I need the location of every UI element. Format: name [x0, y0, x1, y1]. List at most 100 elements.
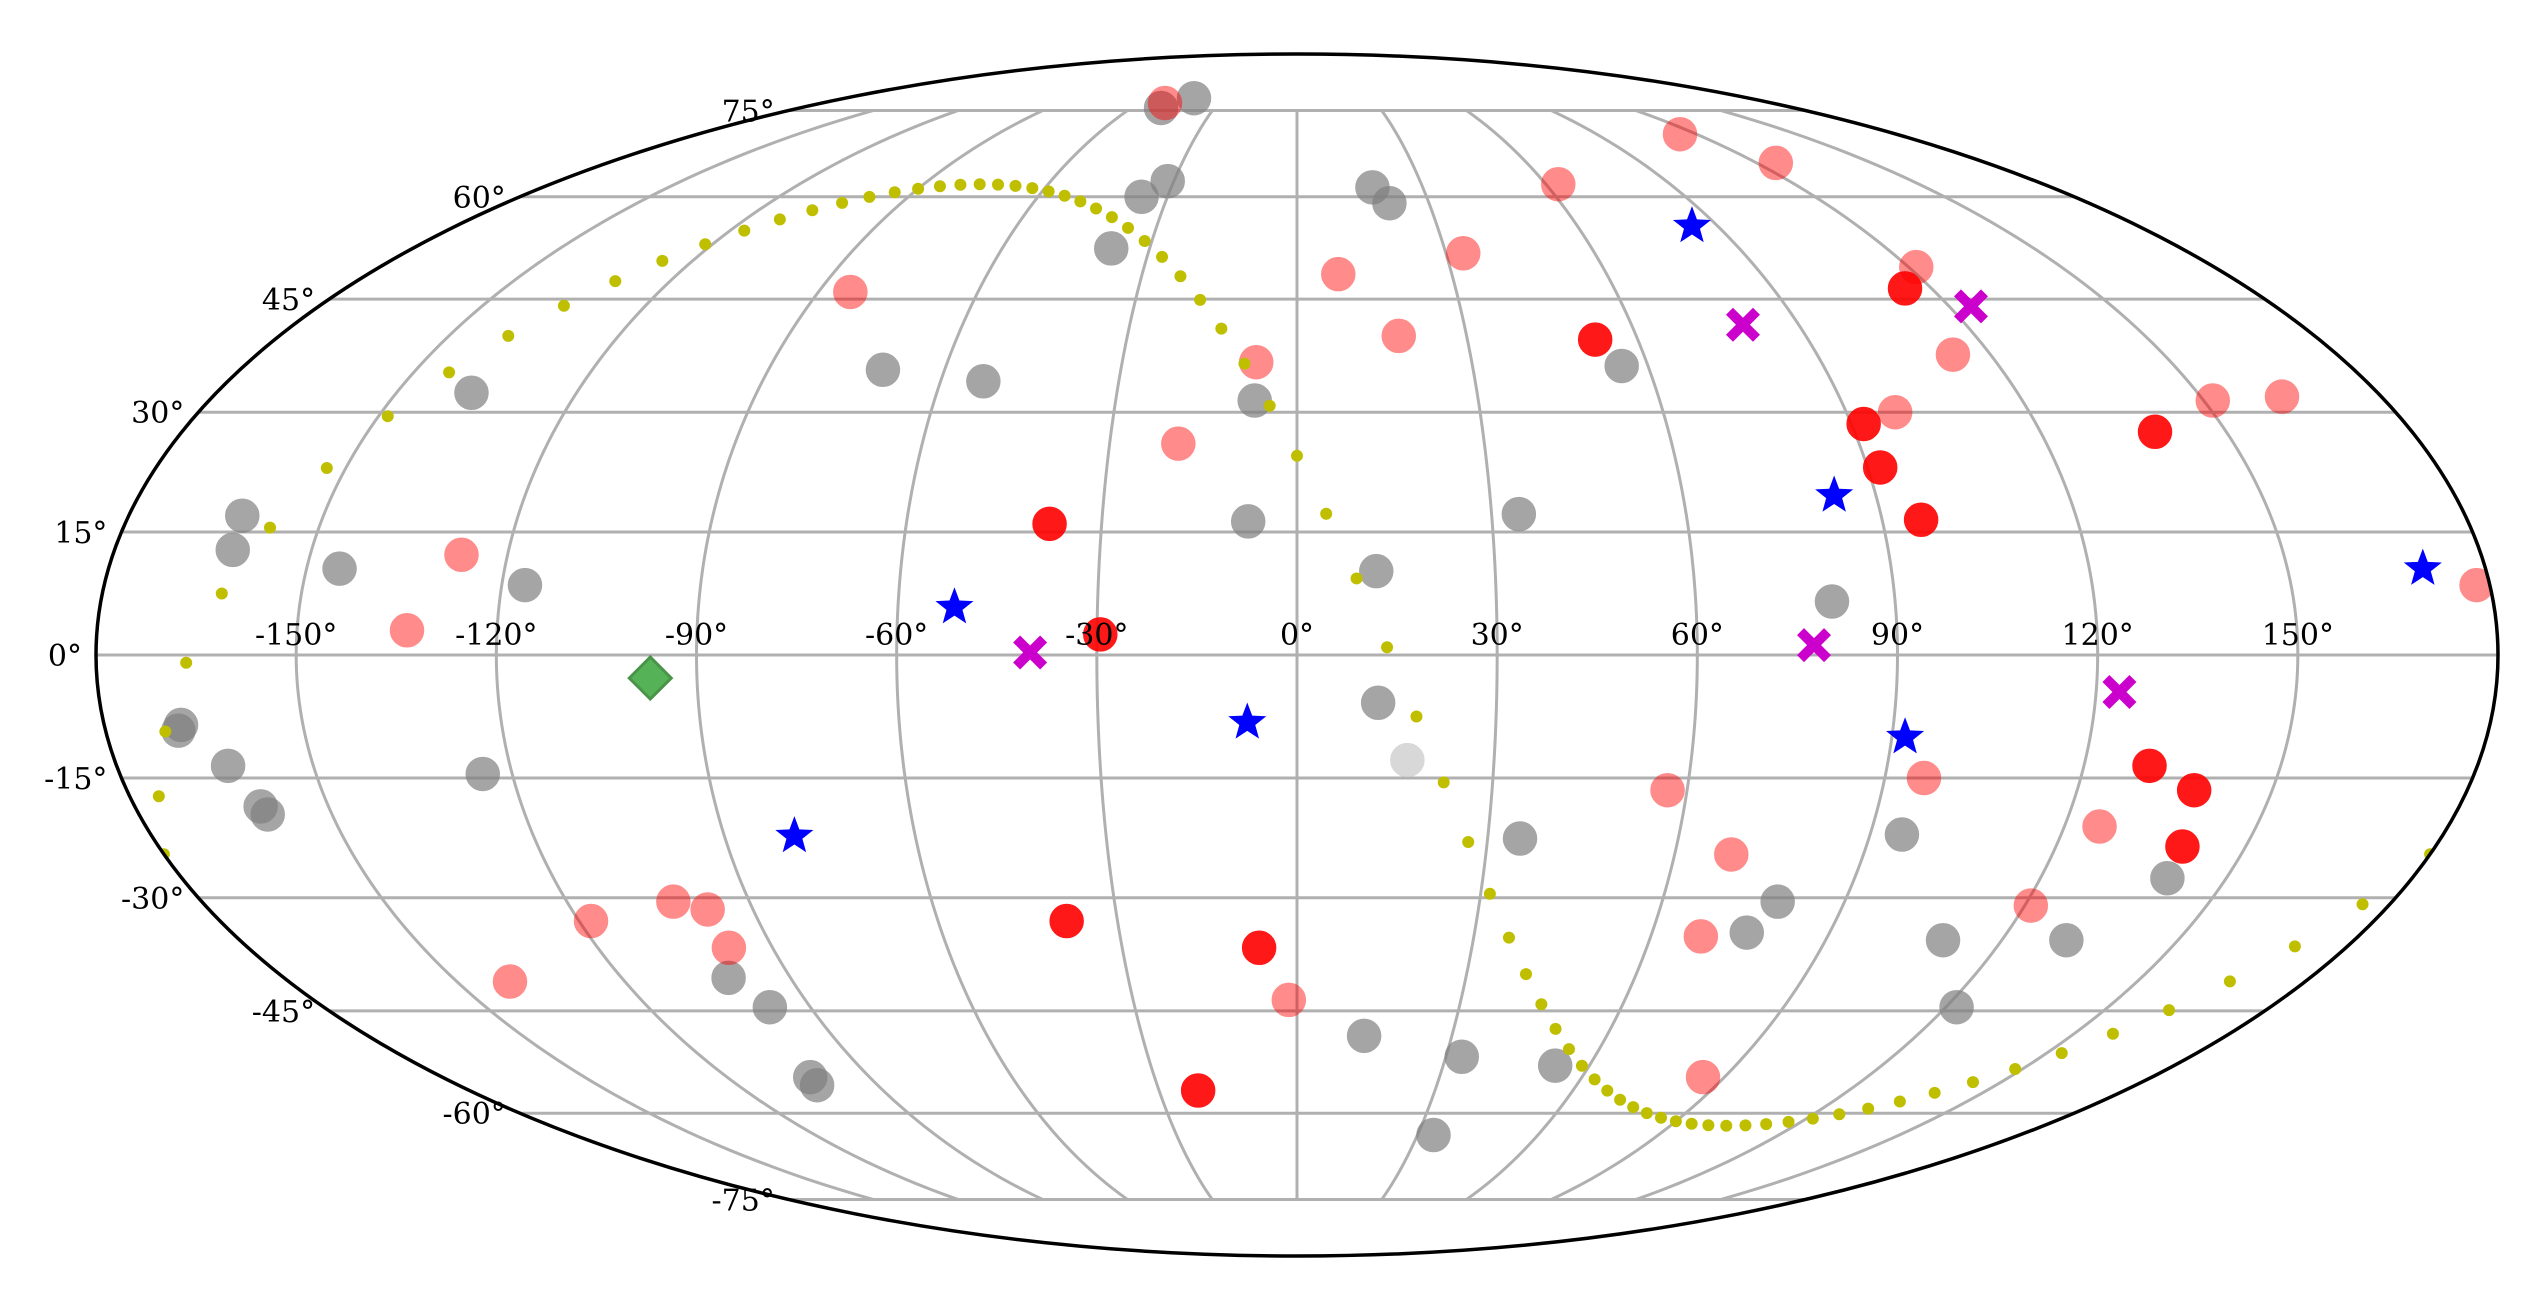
lat-tick-label: 45° [262, 283, 315, 318]
data-point-star [935, 587, 974, 624]
data-point-circle [1230, 504, 1266, 539]
track-dot [1122, 221, 1135, 234]
meridian-line [1465, 109, 1699, 1201]
data-point-circle [1887, 271, 1923, 306]
track-dot [806, 204, 819, 217]
track-dot [1350, 572, 1363, 585]
data-point-circle [444, 537, 479, 573]
data-point-star [1886, 717, 1925, 754]
lon-tick-label: 120° [2062, 618, 2134, 653]
data-point-circle [1537, 1048, 1573, 1083]
data-point-circle [711, 960, 746, 996]
data-point-circle [1577, 322, 1613, 357]
track-dot [1549, 1022, 1562, 1035]
track-dot [1654, 1111, 1667, 1124]
data-point-circle [492, 964, 528, 999]
data-point-circle [1814, 584, 1850, 619]
data-point-circle [2264, 379, 2300, 414]
data-point-circle [1237, 383, 1272, 418]
track-dot [1720, 1119, 1733, 1132]
graticule [96, 108, 2498, 1202]
track-dot [912, 182, 925, 195]
track-dot [1174, 270, 1187, 283]
data-point-circle [1359, 553, 1394, 589]
lon-tick-label: -60° [865, 618, 928, 653]
lon-tick-label: 150° [2262, 618, 2334, 653]
track-dot [159, 725, 172, 738]
track-dot [1519, 968, 1532, 981]
data-point-circle [1049, 903, 1084, 939]
data-point-circle [1862, 450, 1898, 485]
lon-tick-label: 30° [1471, 618, 1524, 653]
data-point-circle [690, 892, 725, 927]
data-point-circle [1541, 166, 1576, 202]
data-point-circle [1906, 760, 1942, 796]
track-dot [1215, 322, 1228, 335]
data-point-circle [1124, 179, 1159, 215]
data-point-circle [1502, 821, 1538, 856]
lat-tick-label: 75° [722, 94, 775, 129]
data-point-circle [1846, 406, 1881, 442]
track-dot [557, 299, 570, 312]
lon-tick-label: -90° [665, 618, 728, 653]
track-dot [699, 238, 712, 251]
track-dot [1806, 1112, 1819, 1125]
track-dot [992, 178, 1005, 191]
track-dot [2106, 1027, 2119, 1040]
data-point-circle [1094, 231, 1129, 266]
track-dot [1291, 449, 1303, 462]
track-dot [2288, 940, 2301, 953]
data-point-diamond [627, 654, 674, 702]
meridian-line [694, 109, 1044, 1201]
meridian-line [1095, 109, 1214, 1201]
data-point-circle [2150, 860, 2185, 896]
data-point-circle [966, 364, 1001, 399]
track-dot [1588, 1073, 1601, 1086]
data-point-circle [210, 748, 246, 784]
data-point-x [1013, 635, 1048, 670]
track-dot [1381, 641, 1394, 654]
lon-tick-label: 0° [1280, 618, 1314, 653]
data-point-star [1815, 475, 1854, 512]
track-dot [1669, 1115, 1682, 1128]
track-dot [1760, 1118, 1773, 1131]
track-dot [1138, 234, 1151, 247]
data-point-circle [1445, 235, 1481, 271]
data-point-circle [799, 1067, 835, 1103]
data-point-circle [1685, 1059, 1721, 1095]
data-point-x [2102, 675, 2137, 710]
data-point-star [775, 816, 814, 853]
tick-labels: -150° -120° -90° -60° -30° 0° 30° 60° 90° 120° 150… [44, 94, 2334, 1218]
data-point-circle [465, 756, 500, 792]
track-dot [933, 180, 946, 193]
data-point-circle [2132, 748, 2167, 784]
track-dot [381, 410, 394, 423]
data-point-circle [1939, 989, 1974, 1025]
data-point-circle [454, 375, 489, 411]
track-dot [773, 213, 786, 226]
data-point-circle [1390, 742, 1425, 778]
track-dot [2163, 1004, 2176, 1017]
lon-tick-label: -150° [255, 618, 337, 653]
data-point-circle [1650, 772, 1685, 808]
lat-tick-label: 60° [453, 181, 506, 216]
data-point-star [1228, 702, 1267, 739]
track-dot [1462, 835, 1475, 848]
data-point-circle [1360, 685, 1396, 721]
track-dot [1928, 1086, 1941, 1099]
data-point-star [1672, 206, 1711, 243]
data-point-circle [1444, 1039, 1480, 1075]
track-dot [1862, 1102, 1875, 1115]
data-point-circle [2137, 414, 2173, 450]
data-point-circle [215, 532, 251, 568]
data-point-circle [1083, 617, 1118, 652]
track-dot [443, 366, 456, 379]
data-point-circle [1683, 919, 1719, 954]
data-point-circle [1176, 80, 1212, 116]
track-dot [152, 790, 165, 803]
data-point-circle [1321, 256, 1356, 292]
track-dot [1238, 357, 1251, 370]
track-dot [1601, 1084, 1614, 1097]
track-dot [1410, 710, 1423, 723]
